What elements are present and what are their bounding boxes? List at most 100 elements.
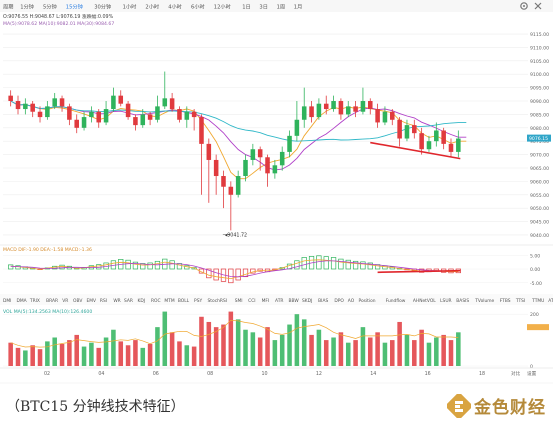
indicator-tab-ttsi[interactable]: TTSI (515, 298, 525, 304)
indicator-tab-bias[interactable]: BIAS (318, 298, 328, 304)
candle[interactable] (8, 90, 13, 107)
candle[interactable] (37, 106, 43, 123)
candle[interactable] (265, 154, 270, 187)
candle[interactable] (89, 106, 94, 123)
candle[interactable] (412, 119, 417, 139)
candle[interactable] (279, 146, 285, 171)
indicator-tab-sar[interactable]: SAR (124, 298, 133, 304)
candle[interactable] (397, 117, 402, 147)
macd-panel[interactable]: MACD DIF:-1.90 DEA:-1.58 MACD:-1.36 5.00 0… (0, 244, 553, 287)
indicator-tab-basis[interactable]: BASIS (456, 298, 469, 304)
indicator-tab-fundflow[interactable]: Fundflow (386, 298, 406, 304)
period-tab-13[interactable]: 1月 (294, 4, 303, 11)
indicator-tab-skdj[interactable]: SKDJ (302, 298, 312, 304)
indicator-tab-emv[interactable]: EMV (86, 298, 96, 304)
main-chart-panel[interactable]: 9115.00 9110.00 9105.00 9100.00 9095.00 9090.… (3, 13, 551, 243)
candle[interactable] (155, 95, 160, 123)
indicator-tab-brar[interactable]: BRAR (46, 298, 58, 304)
candle[interactable] (140, 109, 146, 128)
indicator-tab-psy[interactable]: PSY (194, 298, 202, 304)
candle[interactable] (390, 109, 395, 126)
indicator-tab-mtm[interactable]: MTM (164, 298, 174, 304)
indicator-tab-ao[interactable]: AO (348, 298, 355, 304)
period-tab-6[interactable]: 2小时 (145, 3, 159, 11)
close-icon[interactable] (534, 2, 542, 10)
indicator-tab-kdj[interactable]: KDJ (138, 298, 146, 304)
candle[interactable] (59, 95, 65, 112)
candle[interactable] (67, 103, 72, 126)
indicator-tab-ahnetvol[interactable]: AHNetVOL (413, 298, 436, 304)
indicator-tab-obv[interactable]: OBV (73, 298, 82, 304)
candle[interactable] (52, 92, 57, 110)
candle[interactable] (191, 109, 197, 131)
candle[interactable] (228, 181, 234, 231)
candle[interactable] (15, 95, 21, 115)
candle[interactable] (111, 87, 116, 112)
period-tab-0[interactable]: 周期 (3, 4, 13, 11)
candle[interactable] (316, 98, 322, 120)
period-tab-8[interactable]: 6小时 (191, 3, 205, 11)
period-tab-2[interactable]: 5分钟 (43, 3, 57, 11)
candle[interactable] (74, 114, 79, 134)
indicator-tab-cci[interactable]: CCI (248, 298, 255, 304)
indicator-tab-stochrsi[interactable]: StochRSI (208, 298, 228, 304)
candle[interactable] (257, 146, 263, 171)
candle[interactable] (184, 106, 190, 128)
candle[interactable] (30, 101, 35, 118)
candle[interactable] (426, 135, 432, 152)
indicator-tab-atsi[interactable]: ATSI (548, 298, 553, 304)
candle[interactable] (147, 111, 153, 126)
candle[interactable] (96, 109, 102, 128)
indicator-tab-ttmu[interactable]: TTMU (531, 298, 544, 304)
candle[interactable] (235, 170, 241, 198)
x-axis-right-label-0[interactable]: 对比 (511, 370, 521, 377)
indicator-tab-mfi[interactable]: MFI (262, 298, 270, 304)
candle[interactable] (419, 127, 424, 155)
period-tab-7[interactable]: 4小时 (168, 3, 182, 11)
candle[interactable] (133, 114, 138, 131)
candle[interactable] (81, 111, 87, 131)
indicator-tab-ftbs[interactable]: FTBS (500, 298, 511, 304)
volume-panel[interactable]: VOL MA(5):134.2563 MA(10):126.4600 200 0 (3, 309, 549, 370)
candle[interactable] (309, 101, 314, 123)
period-tab-4[interactable]: 30分钟 (94, 3, 111, 11)
candle[interactable] (23, 98, 28, 115)
indicator-tab-smi[interactable]: SMI (235, 298, 243, 304)
indicator-tab-boll[interactable]: BOLL (178, 298, 190, 304)
candle[interactable] (199, 114, 204, 195)
period-tab-3[interactable]: 15分钟 (66, 3, 83, 11)
candle[interactable] (301, 87, 307, 128)
candle[interactable] (287, 130, 292, 158)
indicator-tab-position[interactable]: Position (359, 298, 376, 304)
gear-icon[interactable] (520, 2, 528, 10)
candle[interactable] (125, 101, 131, 120)
candle[interactable] (434, 122, 439, 147)
candle[interactable] (162, 71, 168, 110)
indicator-tab-atr[interactable]: ATR (275, 298, 283, 304)
period-tab-12[interactable]: 1周 (277, 4, 286, 11)
indicator-tab-tvolume[interactable]: TVolume (474, 298, 494, 304)
candle[interactable] (331, 95, 336, 112)
candle[interactable] (375, 103, 380, 128)
candle[interactable] (250, 143, 256, 166)
indicator-tab-wr[interactable]: WR (113, 298, 120, 304)
indicator-tab-trix[interactable]: TRIX (29, 298, 40, 304)
candle[interactable] (382, 106, 388, 126)
indicator-tab-dpo[interactable]: DPO (334, 298, 344, 304)
indicator-tab-dma[interactable]: DMA (16, 298, 26, 304)
indicator-tab-roc[interactable]: ROC (151, 298, 161, 304)
candle[interactable] (243, 154, 248, 182)
candle[interactable] (456, 130, 461, 158)
candle[interactable] (103, 101, 109, 126)
candle[interactable] (45, 101, 50, 120)
candle[interactable] (272, 159, 278, 179)
period-tab-9[interactable]: 12小时 (214, 3, 231, 11)
candle[interactable] (404, 119, 410, 142)
candle[interactable] (338, 98, 344, 120)
period-tab-11[interactable]: 3日 (259, 4, 268, 11)
candle[interactable] (367, 98, 373, 115)
candle[interactable] (206, 138, 212, 203)
candle[interactable] (177, 106, 182, 123)
candle[interactable] (323, 95, 329, 115)
candle[interactable] (221, 170, 226, 209)
